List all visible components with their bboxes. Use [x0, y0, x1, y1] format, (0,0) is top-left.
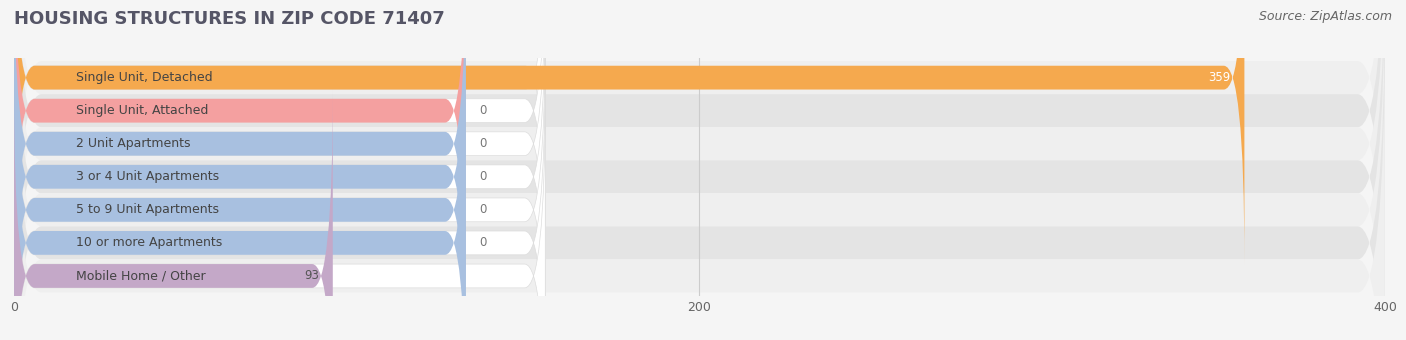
Text: 5 to 9 Unit Apartments: 5 to 9 Unit Apartments	[76, 203, 219, 216]
FancyBboxPatch shape	[14, 56, 465, 340]
Text: 3 or 4 Unit Apartments: 3 or 4 Unit Apartments	[76, 170, 219, 183]
Text: 0: 0	[479, 203, 486, 216]
FancyBboxPatch shape	[14, 0, 1385, 340]
Text: 93: 93	[304, 270, 319, 283]
Text: 0: 0	[479, 236, 486, 250]
FancyBboxPatch shape	[14, 0, 465, 297]
FancyBboxPatch shape	[14, 56, 546, 340]
FancyBboxPatch shape	[14, 0, 465, 330]
Text: 0: 0	[479, 104, 486, 117]
FancyBboxPatch shape	[14, 0, 465, 340]
Text: Single Unit, Attached: Single Unit, Attached	[76, 104, 208, 117]
FancyBboxPatch shape	[14, 0, 546, 264]
FancyBboxPatch shape	[14, 89, 333, 340]
FancyBboxPatch shape	[14, 0, 546, 330]
Text: Source: ZipAtlas.com: Source: ZipAtlas.com	[1258, 10, 1392, 23]
FancyBboxPatch shape	[14, 89, 546, 340]
FancyBboxPatch shape	[14, 0, 546, 340]
Text: Single Unit, Detached: Single Unit, Detached	[76, 71, 212, 84]
Text: Mobile Home / Other: Mobile Home / Other	[76, 270, 205, 283]
FancyBboxPatch shape	[14, 23, 546, 340]
FancyBboxPatch shape	[14, 23, 465, 340]
FancyBboxPatch shape	[14, 0, 1385, 340]
FancyBboxPatch shape	[14, 0, 1385, 340]
Text: 10 or more Apartments: 10 or more Apartments	[76, 236, 222, 250]
Text: 0: 0	[479, 137, 486, 150]
FancyBboxPatch shape	[14, 28, 1385, 340]
Text: 0: 0	[479, 170, 486, 183]
FancyBboxPatch shape	[14, 0, 1385, 340]
FancyBboxPatch shape	[14, 0, 1385, 340]
FancyBboxPatch shape	[14, 0, 1244, 264]
Text: 2 Unit Apartments: 2 Unit Apartments	[76, 137, 190, 150]
FancyBboxPatch shape	[14, 0, 1385, 326]
Text: HOUSING STRUCTURES IN ZIP CODE 71407: HOUSING STRUCTURES IN ZIP CODE 71407	[14, 10, 444, 28]
FancyBboxPatch shape	[14, 0, 546, 297]
Text: 359: 359	[1208, 71, 1230, 84]
